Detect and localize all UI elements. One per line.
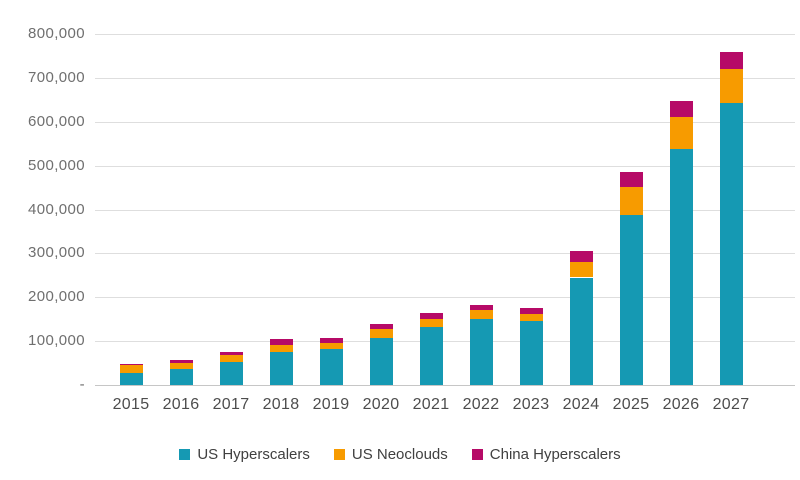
bar-segment (219, 355, 243, 363)
y-axis-tick-label: 700,000 (27, 68, 85, 86)
bar-segment (619, 214, 643, 385)
bar-segment (619, 186, 643, 215)
legend-swatch (179, 449, 191, 460)
bar-segment (419, 319, 443, 328)
x-axis-tick-label: 2020 (362, 396, 400, 413)
x-axis-tick-label: 2017 (212, 396, 250, 413)
gridline (95, 297, 795, 299)
x-axis-tick-label: 2026 (662, 396, 700, 413)
gridline (95, 77, 795, 79)
bar-segment (519, 320, 543, 385)
x-axis-tick-label: 2018 (262, 396, 300, 413)
bar-segment (519, 308, 543, 315)
bar-segment (169, 368, 193, 385)
x-axis-tick-label: 2015 (112, 396, 150, 413)
gridline (95, 253, 795, 255)
bar-segment (169, 359, 193, 363)
bar-segment (119, 372, 143, 385)
legend: US Hyperscalers US Neoclouds China Hypersc… (0, 446, 800, 463)
y-axis-tick-label: 600,000 (27, 112, 85, 130)
bar-segment (419, 312, 443, 320)
x-axis-tick-label: 2019 (312, 396, 350, 413)
y-axis-tick-label: 400,000 (27, 200, 85, 218)
y-axis-tick-label: 800,000 (27, 25, 85, 42)
bar-segment (169, 362, 193, 369)
bar-segment (569, 251, 593, 263)
bar-segment (369, 324, 393, 330)
legend-swatch (471, 449, 483, 460)
x-axis-tick-label: 2024 (562, 396, 600, 413)
bar-segment (669, 117, 693, 149)
legend-item: US Neoclouds (333, 446, 448, 463)
gridline (95, 165, 795, 167)
x-axis-tick-label: 2022 (462, 396, 500, 413)
bar-segment (369, 337, 393, 385)
bar-segment (269, 351, 293, 385)
bar-segment (269, 345, 293, 352)
bar-segment (319, 337, 343, 344)
bar-segment (469, 305, 493, 311)
y-axis-tick-label: - (79, 376, 85, 393)
bar-segment (719, 103, 743, 385)
bar-segment (519, 314, 543, 321)
y-axis-tick-label: 100,000 (27, 332, 85, 350)
bar-segment (469, 319, 493, 385)
bar-segment (569, 262, 593, 278)
y-axis-tick-label: 500,000 (27, 156, 85, 174)
bar-segment (369, 329, 393, 338)
x-axis-tick-label: 2016 (162, 396, 200, 413)
legend-label: US Neoclouds (351, 446, 448, 463)
legend-item: China Hyperscalers (471, 446, 621, 463)
x-axis-tick-label: 2027 (712, 396, 750, 413)
bar-segment (669, 148, 693, 385)
x-axis-tick-label: 2023 (512, 396, 550, 413)
y-axis-tick-label: 300,000 (27, 244, 85, 262)
bar-segment (219, 352, 243, 356)
legend-label: US Hyperscalers (197, 446, 310, 463)
bar-segment (719, 69, 743, 104)
bar-segment (119, 363, 143, 366)
gridline (95, 341, 795, 343)
bar-segment (319, 343, 343, 349)
x-axis-tick-label: 2025 (612, 396, 650, 413)
gridline (95, 209, 795, 211)
bar-segment (319, 348, 343, 385)
bar-segment (419, 327, 443, 385)
bar-segment (269, 339, 293, 346)
legend-swatch (333, 449, 345, 460)
bar-segment (469, 310, 493, 320)
x-axis-line (95, 385, 795, 386)
bar-segment (569, 277, 593, 385)
legend-item: US Hyperscalers (179, 446, 310, 463)
bar-segment (119, 365, 143, 373)
gridline (95, 34, 795, 35)
y-axis-tick-label: 200,000 (27, 288, 85, 306)
bar-segment (719, 51, 743, 70)
bar-segment (219, 362, 243, 385)
x-axis-tick-label: 2021 (412, 396, 450, 413)
legend-label: China Hyperscalers (489, 446, 621, 463)
bar-segment (669, 100, 693, 118)
gridline (95, 121, 795, 123)
bar-segment (619, 171, 643, 187)
